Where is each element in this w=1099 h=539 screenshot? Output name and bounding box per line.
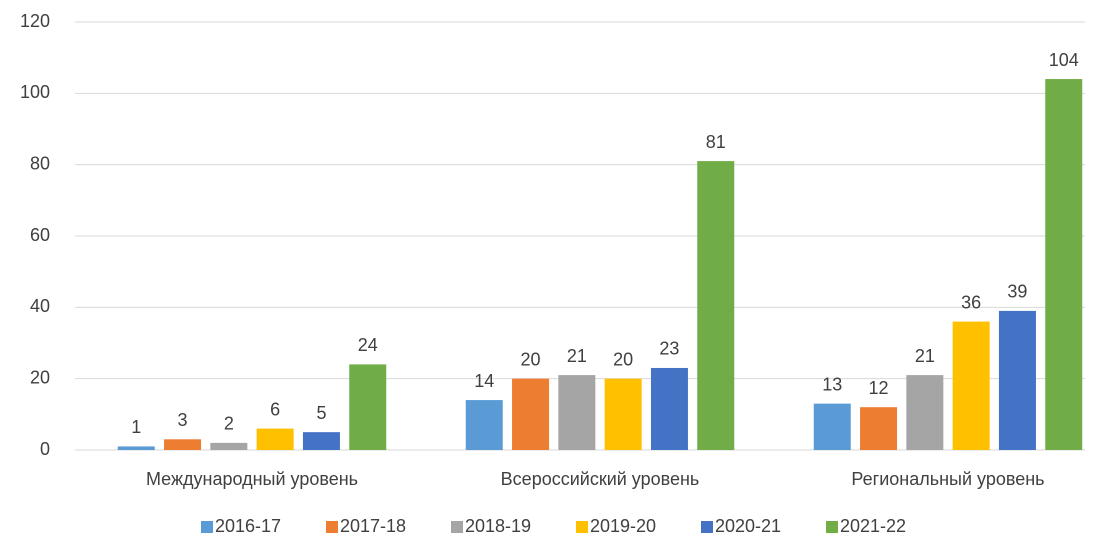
data-label: 20	[613, 349, 633, 369]
bar	[117, 446, 155, 450]
x-tick-label: Региональный уровень	[851, 469, 1044, 489]
data-label: 6	[270, 399, 280, 419]
bar	[650, 367, 688, 450]
legend-label: 2020-21	[715, 516, 781, 536]
data-label: 81	[706, 132, 726, 152]
bar	[906, 375, 944, 450]
data-label: 39	[1007, 282, 1027, 302]
data-label: 12	[869, 378, 889, 398]
bar	[512, 378, 550, 450]
legend-swatch	[576, 521, 588, 533]
data-label: 21	[915, 346, 935, 366]
data-label: 13	[822, 374, 842, 394]
bar	[604, 378, 642, 450]
bar	[465, 400, 503, 450]
bar	[697, 161, 735, 450]
bar	[1045, 79, 1083, 451]
y-tick-label: 20	[30, 367, 50, 387]
data-label: 3	[178, 410, 188, 430]
x-tick-label: Международный уровень	[146, 469, 358, 489]
bar	[952, 321, 990, 450]
legend-label: 2019-20	[590, 516, 656, 536]
legend-label: 2016-17	[215, 516, 281, 536]
bar	[302, 432, 340, 450]
y-tick-label: 80	[30, 153, 50, 173]
legend-label: 2018-19	[465, 516, 531, 536]
data-label: 1	[131, 417, 141, 437]
y-tick-label: 120	[20, 11, 50, 31]
data-label: 14	[474, 371, 494, 391]
legend-swatch	[826, 521, 838, 533]
bar	[349, 364, 387, 450]
data-label: 23	[659, 339, 679, 359]
data-label: 20	[521, 349, 541, 369]
data-label: 104	[1049, 50, 1079, 70]
legend-label: 2021-22	[840, 516, 906, 536]
bar	[998, 310, 1036, 450]
bar	[164, 439, 202, 450]
y-tick-label: 60	[30, 225, 50, 245]
bar	[813, 403, 851, 450]
legend-swatch	[451, 521, 463, 533]
y-tick-label: 40	[30, 296, 50, 316]
data-label: 21	[567, 346, 587, 366]
bar	[210, 442, 248, 450]
data-label: 36	[961, 292, 981, 312]
y-tick-label: 100	[20, 82, 50, 102]
bar	[860, 407, 898, 450]
x-tick-label: Всероссийский уровень	[501, 469, 700, 489]
bar	[256, 428, 294, 450]
legend-swatch	[701, 521, 713, 533]
legend-swatch	[326, 521, 338, 533]
legend-swatch	[201, 521, 213, 533]
data-label: 24	[358, 335, 378, 355]
legend-label: 2017-18	[340, 516, 406, 536]
bar	[558, 375, 596, 450]
data-label: 2	[224, 414, 234, 434]
data-label: 5	[316, 403, 326, 423]
y-tick-label: 0	[40, 439, 50, 459]
